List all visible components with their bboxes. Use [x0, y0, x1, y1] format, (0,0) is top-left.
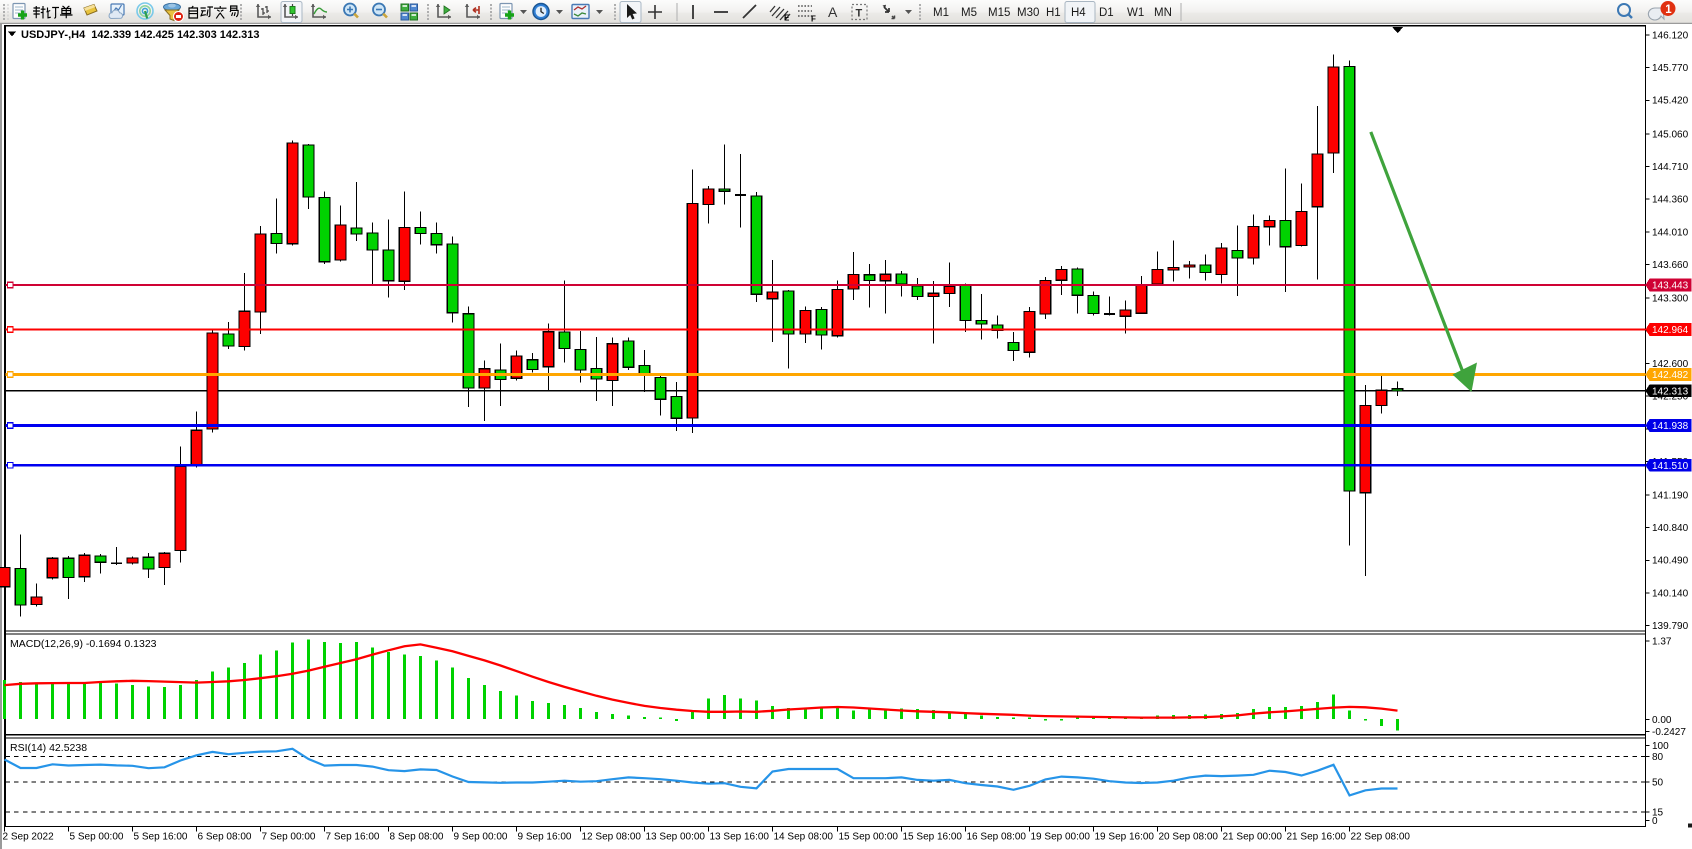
svg-text:5 Sep 16:00: 5 Sep 16:00 — [134, 832, 188, 843]
svg-text:-0.2427: -0.2427 — [1652, 727, 1686, 738]
svg-text:MN: MN — [1154, 7, 1172, 19]
svg-text:E: E — [784, 14, 790, 23]
svg-text:100: 100 — [1652, 741, 1669, 752]
svg-text:T: T — [856, 8, 863, 20]
svg-text:143.300: 143.300 — [1652, 294, 1689, 305]
svg-text:141.938: 141.938 — [1652, 421, 1689, 432]
svg-text:7 Sep 16:00: 7 Sep 16:00 — [326, 832, 380, 843]
svg-text:142.313: 142.313 — [1652, 386, 1689, 397]
svg-text:80: 80 — [1652, 752, 1664, 763]
svg-text:144.010: 144.010 — [1652, 227, 1689, 238]
svg-text:139.790: 139.790 — [1652, 621, 1689, 632]
svg-text:M5: M5 — [961, 7, 977, 19]
svg-text:142.482: 142.482 — [1652, 370, 1689, 381]
svg-text:142.964: 142.964 — [1652, 325, 1689, 336]
svg-text:USDJPY-,H4 142.339 142.425 14: USDJPY-,H4 142.339 142.425 142.303 142.3… — [21, 29, 260, 41]
svg-text:143.443: 143.443 — [1652, 281, 1689, 292]
svg-text:145.770: 145.770 — [1652, 63, 1689, 74]
svg-text:140.490: 140.490 — [1652, 556, 1689, 567]
svg-text:7 Sep 00:00: 7 Sep 00:00 — [262, 832, 316, 843]
svg-text:RSI(14) 42.5238: RSI(14) 42.5238 — [10, 742, 87, 754]
svg-text:142.600: 142.600 — [1652, 359, 1689, 370]
svg-text:19 Sep 16:00: 19 Sep 16:00 — [1095, 832, 1155, 843]
svg-text:16 Sep 08:00: 16 Sep 08:00 — [967, 832, 1027, 843]
svg-text:12 Sep 08:00: 12 Sep 08:00 — [582, 832, 642, 843]
svg-text:145.060: 145.060 — [1652, 129, 1689, 140]
svg-text:8 Sep 08:00: 8 Sep 08:00 — [390, 832, 444, 843]
svg-text:D1: D1 — [1099, 7, 1114, 19]
svg-text:9 Sep 16:00: 9 Sep 16:00 — [518, 832, 572, 843]
svg-text:M30: M30 — [1017, 7, 1039, 19]
svg-text:15 Sep 16:00: 15 Sep 16:00 — [903, 832, 963, 843]
svg-text:145.420: 145.420 — [1652, 96, 1689, 107]
svg-text:5 Sep 00:00: 5 Sep 00:00 — [70, 832, 124, 843]
svg-text:W1: W1 — [1127, 7, 1144, 19]
svg-text:M15: M15 — [988, 7, 1010, 19]
svg-text:H4: H4 — [1071, 7, 1086, 19]
svg-text:15: 15 — [1652, 807, 1664, 818]
svg-text:50: 50 — [1652, 778, 1664, 789]
svg-text:1.37: 1.37 — [1652, 637, 1672, 648]
svg-text:9 Sep 00:00: 9 Sep 00:00 — [454, 832, 508, 843]
svg-text:M1: M1 — [933, 7, 949, 19]
svg-text:2 Sep 2022: 2 Sep 2022 — [3, 832, 55, 843]
svg-text:141.510: 141.510 — [1652, 461, 1689, 472]
svg-text:0: 0 — [1652, 816, 1658, 827]
svg-text:15 Sep 00:00: 15 Sep 00:00 — [839, 832, 899, 843]
svg-text:14 Sep 08:00: 14 Sep 08:00 — [774, 832, 834, 843]
svg-text:140.140: 140.140 — [1652, 588, 1689, 599]
svg-text:21 Sep 16:00: 21 Sep 16:00 — [1287, 832, 1347, 843]
svg-text:140.840: 140.840 — [1652, 523, 1689, 534]
svg-text:19 Sep 00:00: 19 Sep 00:00 — [1031, 832, 1091, 843]
svg-text:6 Sep 08:00: 6 Sep 08:00 — [198, 832, 252, 843]
svg-text:21 Sep 00:00: 21 Sep 00:00 — [1223, 832, 1283, 843]
svg-text:H1: H1 — [1046, 7, 1061, 19]
svg-text:A: A — [828, 4, 838, 20]
svg-text:144.710: 144.710 — [1652, 162, 1689, 173]
svg-text:1: 1 — [1665, 4, 1672, 16]
svg-text:0.00: 0.00 — [1652, 715, 1672, 726]
svg-text:146.120: 146.120 — [1652, 30, 1689, 41]
svg-text:13 Sep 16:00: 13 Sep 16:00 — [710, 832, 770, 843]
svg-text:F: F — [811, 15, 816, 24]
svg-text:144.360: 144.360 — [1652, 195, 1689, 206]
svg-text:143.660: 143.660 — [1652, 260, 1689, 271]
svg-text:MACD(12,26,9) -0.1694 0.1323: MACD(12,26,9) -0.1694 0.1323 — [10, 638, 157, 650]
svg-text:22 Sep 08:00: 22 Sep 08:00 — [1351, 832, 1411, 843]
svg-text:20 Sep 08:00: 20 Sep 08:00 — [1159, 832, 1219, 843]
svg-text:13 Sep 00:00: 13 Sep 00:00 — [646, 832, 706, 843]
svg-text:141.190: 141.190 — [1652, 490, 1689, 501]
